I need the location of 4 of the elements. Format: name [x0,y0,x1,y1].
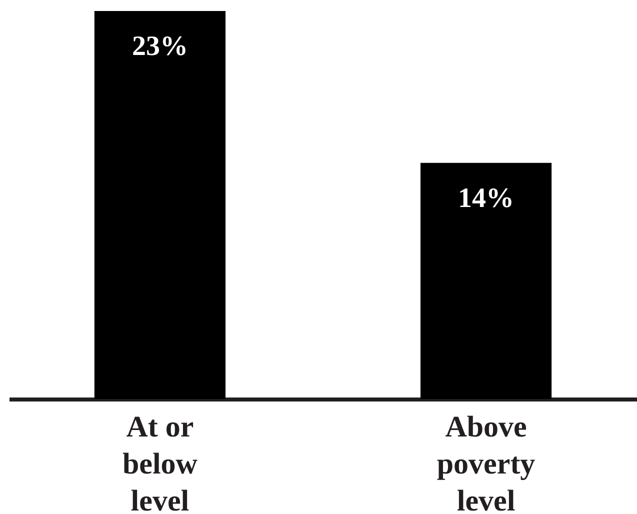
x-tick-label: At or below level [122,410,198,514]
data-label: 14% [458,182,514,214]
data-label: 23% [132,31,188,62]
x-tick-label: Above poverty level [436,410,536,514]
